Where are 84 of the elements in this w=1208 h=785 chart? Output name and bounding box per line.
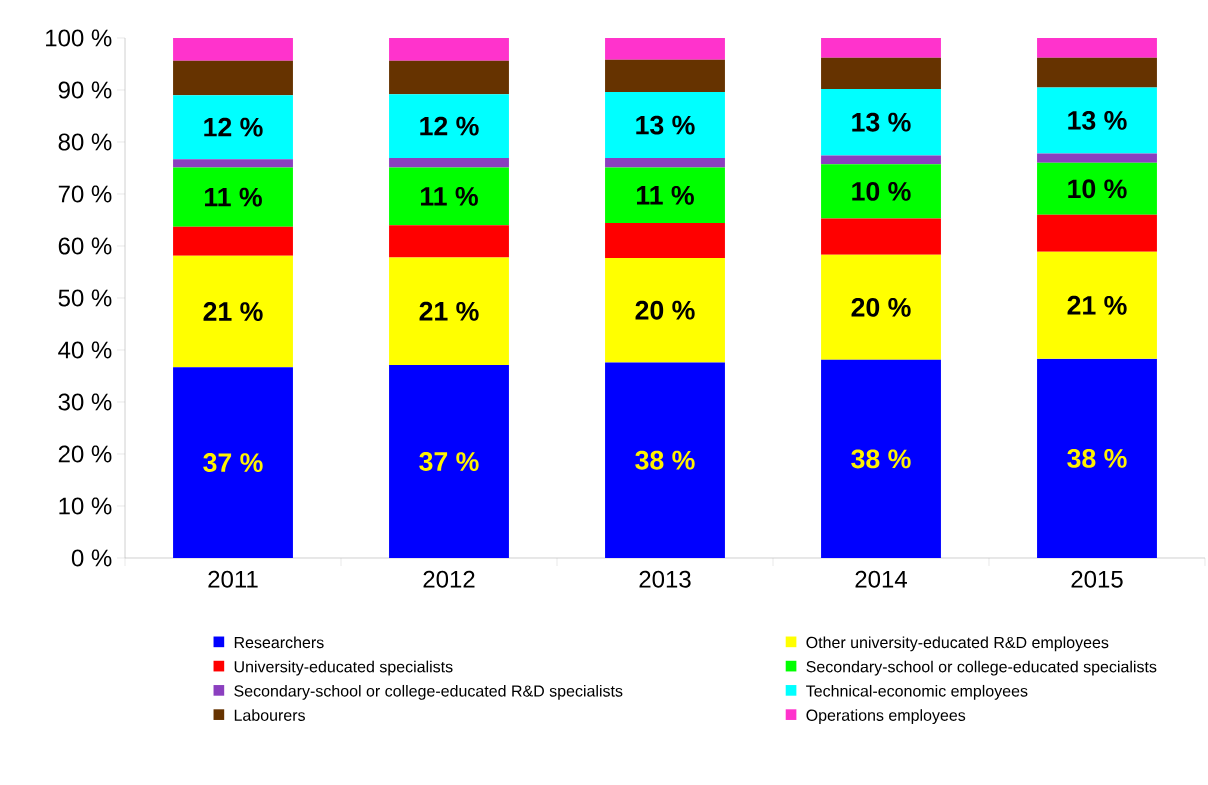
bar	[821, 254, 941, 360]
data-label: 11 %	[421, 186, 478, 206]
bar	[605, 167, 725, 224]
bar	[389, 158, 509, 168]
bar	[605, 37, 725, 60]
bar	[173, 60, 293, 96]
bar	[821, 37, 941, 58]
data-label: 21 %	[203, 302, 263, 321]
data-label: 20 %	[851, 297, 911, 317]
data-label: 13 %	[1068, 110, 1127, 130]
bar	[389, 167, 509, 226]
data-label: 10 %	[1068, 179, 1127, 199]
bar	[1037, 87, 1157, 154]
legend-label: Technical-economic employees	[806, 684, 1028, 700]
bar	[1037, 153, 1157, 163]
bar	[821, 359, 941, 558]
legend-label: Secondary-school or college-educated specialists	[806, 660, 1157, 676]
data-label: 37 %	[419, 452, 479, 471]
bar	[173, 255, 293, 368]
data-label: 13 %	[636, 115, 695, 135]
y-tick-label: 50 %	[58, 289, 112, 307]
bar	[1037, 251, 1157, 359]
data-label: 37 %	[203, 453, 263, 473]
bar	[605, 158, 725, 168]
legend-label: Researchers	[234, 636, 324, 649]
bar	[605, 223, 725, 258]
x-tick-label: 2015	[1071, 570, 1123, 588]
bar	[389, 365, 509, 558]
data-label: 21 %	[1067, 295, 1127, 315]
bar	[821, 164, 941, 219]
y-tick-label: 60 %	[58, 237, 112, 255]
bar	[1037, 57, 1157, 88]
y-tick-label: 70 %	[58, 185, 112, 203]
data-label: 11 %	[637, 185, 694, 205]
legend-label: Other university-educated R&D employees	[806, 636, 1109, 652]
bar	[173, 226, 293, 256]
bar	[605, 362, 725, 558]
data-label: 38 %	[635, 450, 695, 470]
data-label: 13 %	[852, 112, 911, 132]
legend-label: Operations employees	[806, 709, 966, 725]
y-tick-label: 100 %	[46, 29, 112, 47]
data-label: 12 %	[204, 117, 263, 137]
bar	[173, 167, 293, 227]
bar	[605, 59, 725, 93]
data-label: 21 %	[419, 301, 479, 321]
bar	[605, 257, 725, 363]
y-tick-label: 10 %	[59, 497, 112, 515]
data-label: 11 %	[205, 187, 262, 207]
bar	[173, 95, 293, 160]
y-tick-label: 30 %	[58, 393, 112, 411]
legend-label: Secondary-school or college-educated R&D specialists	[234, 684, 623, 700]
bar	[389, 225, 509, 258]
data-label: 12 %	[420, 116, 479, 136]
y-tick-label: 80 %	[58, 133, 112, 151]
bar	[605, 92, 725, 159]
bar	[1037, 37, 1157, 58]
legend-label: University-educated specialists	[234, 660, 453, 676]
x-tick-label: 2013	[639, 570, 691, 588]
x-tick-label: 2014	[855, 570, 907, 588]
bar	[1037, 214, 1157, 252]
legend-label: Labourers	[234, 709, 305, 721]
y-tick-label: 0 %	[71, 549, 112, 567]
bar	[173, 159, 293, 168]
bar	[389, 257, 509, 366]
bar	[1037, 358, 1157, 558]
bar	[821, 155, 941, 165]
data-label: 10 %	[852, 181, 911, 201]
x-tick-label: 2011	[208, 570, 258, 588]
data-label: 38 %	[1067, 448, 1127, 468]
bar	[821, 218, 941, 255]
bar	[173, 367, 293, 558]
bar	[173, 37, 293, 61]
bar	[389, 60, 509, 95]
y-tick-label: 20 %	[58, 445, 112, 463]
bar	[389, 37, 509, 61]
x-tick-label: 2012	[423, 570, 475, 588]
data-label: 38 %	[851, 449, 911, 469]
data-label: 20 %	[635, 300, 695, 320]
bar	[389, 94, 509, 159]
y-tick-label: 40 %	[58, 341, 112, 359]
bar	[1037, 162, 1157, 215]
y-tick-label: 90 %	[58, 81, 112, 99]
bar	[821, 88, 941, 156]
bar	[821, 57, 941, 89]
